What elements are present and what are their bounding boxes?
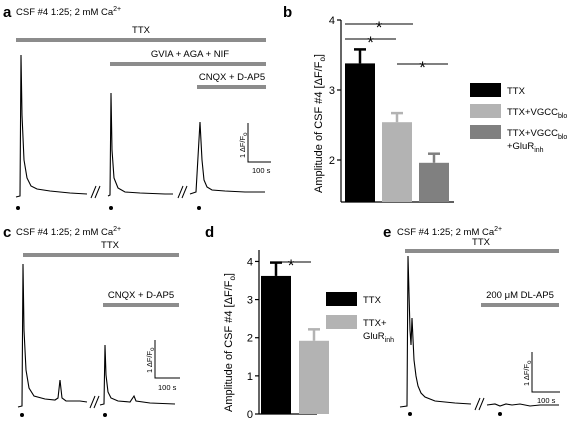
scale-bar-y-label: 1 ΔF/Fo (522, 360, 533, 386)
treatment-label-ttx: TTX (101, 240, 120, 251)
calcium-trace-vgcc-block (107, 92, 173, 197)
bar (419, 162, 449, 202)
treatment-bar-dl-ap5 (481, 303, 559, 307)
treatment-bar-ttx (23, 253, 179, 257)
legend-swatch (470, 104, 501, 118)
y-tick-label: 2 (329, 155, 335, 167)
stimulus-marker (498, 412, 502, 416)
y-tick-label: 4 (329, 15, 335, 27)
treatment-label-dl-ap5: 200 μM DL-AP5 (486, 290, 554, 301)
treatment-label-ttx: TTX (132, 25, 151, 36)
panel-letter-b: b (283, 4, 292, 21)
legend-label: TTX (507, 86, 526, 97)
bar (261, 275, 291, 414)
panel-c-condition: CSF #4 1:25; 2 mM Ca2+ (16, 226, 121, 238)
legend-swatch (326, 292, 357, 306)
significance-star: * (376, 18, 383, 37)
panel-d: d Amplitude of CSF #4 [ΔF/Fo] 0 1 2 3 4 * TTX… (205, 224, 394, 421)
treatment-bar-ttx (405, 249, 559, 253)
panel-e: e CSF #4 1:25; 2 mM Ca2+ TTX 200 μM DL-A… (383, 224, 560, 416)
legend-label: TTX+VGCCblock (507, 128, 567, 141)
y-tick-label: 2 (247, 333, 253, 345)
y-tick-label: 1 (247, 371, 253, 383)
panel-e-condition: CSF #4 1:25; 2 mM Ca2+ (397, 226, 502, 238)
calcium-trace-glur-inh (189, 121, 265, 195)
calcium-trace-dl-ap5 (486, 403, 559, 407)
panel-c: c CSF #4 1:25; 2 mM Ca2+ TTX CNQX + D-AP… (3, 224, 180, 417)
stimulus-marker (20, 413, 24, 417)
treatment-label-cnqx: CNQX + D-AP5 (199, 72, 265, 83)
treatment-bar-cnqx (197, 85, 266, 89)
legend-label: TTX (363, 295, 382, 306)
treatment-bar-cnqx (103, 303, 179, 307)
panel-a: a CSF #4 1:25; 2 mM Ca2+ TTX GVIA + AGA … (3, 4, 271, 210)
treatment-bar-ttx (16, 38, 266, 42)
panel-letter-a: a (3, 4, 12, 21)
chart-b-y-axis-label: Amplitude of CSF #4 [ΔF/Fo] (313, 54, 327, 193)
legend-label-line2: GluRinh (363, 331, 394, 344)
legend-swatch (470, 125, 501, 139)
legend-swatch (326, 315, 357, 329)
scale-bar-x-label: 100 s (158, 383, 177, 392)
panel-a-condition: CSF #4 1:25; 2 mM Ca2+ (16, 6, 121, 18)
panel-letter-d: d (205, 224, 214, 241)
significance-star: * (367, 33, 374, 52)
axis-break-2 (177, 185, 188, 199)
treatment-bar-vgcc-block (110, 62, 266, 66)
significance-star: * (288, 256, 295, 275)
calcium-trace-ttx (399, 255, 472, 408)
panel-letter-e: e (383, 224, 391, 241)
chart-b: 234 *** (329, 15, 454, 203)
chart-d-legend: TTX TTX+ GluRinh (326, 292, 394, 344)
panel-letter-c: c (3, 224, 11, 241)
treatment-label-vgcc-block: GVIA + AGA + NIF (151, 49, 229, 60)
y-tick-label: 0 (247, 409, 253, 421)
scale-bar (154, 340, 180, 379)
scale-bar-x-label: 100 s (252, 166, 271, 175)
bar (345, 63, 375, 203)
stimulus-marker (197, 206, 201, 210)
chart-d-y-axis-label: Amplitude of CSF #4 [ΔF/Fo] (223, 273, 237, 412)
bar (382, 122, 412, 202)
calcium-trace-ttx (17, 263, 88, 408)
y-tick-label: 3 (247, 295, 253, 307)
y-tick-label: 3 (329, 85, 335, 97)
stimulus-marker (109, 206, 113, 210)
scale-bar (247, 123, 271, 163)
legend-swatch (470, 83, 501, 97)
stimulus-marker (103, 413, 107, 417)
y-tick-label: 4 (247, 256, 253, 268)
bar (299, 340, 329, 414)
significance-star: * (419, 58, 426, 77)
legend-label: TTX+VGCCblock (507, 107, 567, 120)
scale-bar (531, 352, 560, 393)
chart-d: 0 1 2 3 4 * (247, 250, 329, 421)
calcium-trace-glur-inh (99, 344, 176, 406)
calcium-trace-ttx (15, 54, 88, 198)
panel-b: b Amplitude of CSF #4 [ΔF/Fo] 234 *** TTX… (283, 4, 567, 203)
scale-bar-y-label: 1 ΔF/Fo (145, 347, 156, 373)
treatment-label-cnqx: CNQX + D-AP5 (108, 290, 174, 301)
legend-label: TTX+ (363, 318, 387, 329)
treatment-label-ttx: TTX (472, 237, 491, 248)
axis-break (474, 397, 485, 411)
scale-bar-x-label: 100 s (537, 396, 556, 405)
legend-label-line2: +GluRinh (507, 141, 544, 154)
axis-break (89, 395, 100, 409)
stimulus-marker (408, 412, 412, 416)
scale-bar-y-label: 1 ΔF/Fo (238, 132, 249, 158)
axis-break-1 (90, 185, 101, 199)
stimulus-marker (16, 206, 20, 210)
